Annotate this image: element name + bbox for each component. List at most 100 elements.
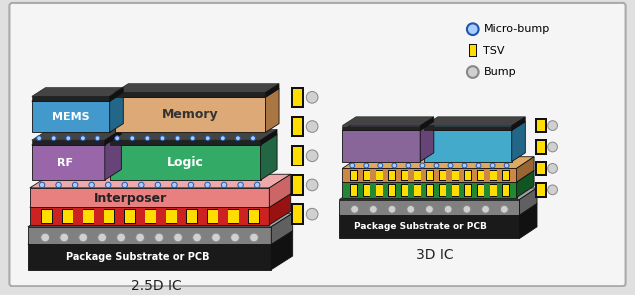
Bar	[363, 184, 370, 197]
Circle shape	[255, 182, 260, 188]
Polygon shape	[342, 168, 516, 182]
Polygon shape	[342, 182, 516, 198]
Polygon shape	[32, 101, 110, 132]
Bar	[377, 171, 383, 180]
Bar	[502, 170, 510, 181]
Bar	[389, 171, 395, 180]
Polygon shape	[342, 122, 434, 130]
Circle shape	[98, 233, 107, 242]
Polygon shape	[28, 231, 293, 244]
Text: 3D IC: 3D IC	[416, 248, 453, 262]
Circle shape	[306, 208, 318, 220]
Bar	[376, 184, 383, 197]
Circle shape	[370, 205, 377, 213]
Text: Memory: Memory	[162, 108, 218, 121]
Bar	[42, 210, 52, 223]
Circle shape	[444, 205, 452, 213]
Bar	[248, 209, 260, 224]
Circle shape	[364, 163, 369, 168]
Polygon shape	[30, 188, 269, 207]
Bar	[465, 185, 471, 196]
Text: Package Substrate or PCB: Package Substrate or PCB	[354, 222, 487, 231]
Bar	[452, 171, 458, 180]
Polygon shape	[114, 97, 265, 132]
Bar	[293, 147, 302, 165]
Bar	[351, 171, 358, 180]
Polygon shape	[32, 145, 105, 180]
Circle shape	[188, 182, 194, 188]
Bar	[166, 210, 177, 223]
Bar	[104, 209, 115, 224]
Bar	[389, 185, 395, 196]
Bar	[351, 185, 358, 196]
Bar	[145, 210, 156, 223]
Bar	[414, 170, 421, 181]
Polygon shape	[32, 130, 121, 140]
Bar	[377, 185, 383, 196]
Circle shape	[407, 205, 415, 213]
Circle shape	[306, 121, 318, 132]
Polygon shape	[342, 126, 420, 130]
Text: TSV: TSV	[483, 46, 505, 56]
Bar	[414, 184, 421, 197]
Circle shape	[548, 142, 558, 152]
Polygon shape	[30, 174, 291, 188]
Polygon shape	[342, 157, 534, 168]
Polygon shape	[110, 88, 123, 101]
Bar	[389, 184, 396, 197]
Circle shape	[72, 182, 78, 188]
Polygon shape	[424, 122, 525, 130]
Bar	[477, 170, 485, 181]
Bar	[291, 174, 304, 196]
Polygon shape	[339, 215, 519, 238]
Bar	[293, 205, 302, 223]
Bar	[439, 184, 446, 197]
Circle shape	[490, 163, 495, 168]
Polygon shape	[32, 88, 123, 96]
Bar	[439, 171, 446, 180]
Bar	[187, 210, 197, 223]
Circle shape	[482, 205, 490, 213]
Bar	[364, 171, 370, 180]
Circle shape	[190, 136, 195, 141]
Polygon shape	[269, 174, 291, 207]
Polygon shape	[420, 122, 434, 162]
Polygon shape	[519, 204, 537, 238]
Bar	[124, 209, 136, 224]
Polygon shape	[424, 126, 512, 130]
Polygon shape	[339, 204, 537, 215]
Bar	[351, 170, 358, 181]
Bar	[351, 184, 358, 197]
Circle shape	[138, 182, 144, 188]
Polygon shape	[110, 140, 260, 145]
Bar	[208, 210, 218, 223]
Polygon shape	[114, 88, 279, 97]
Bar	[439, 170, 446, 181]
Circle shape	[251, 136, 255, 141]
Circle shape	[231, 233, 239, 242]
Circle shape	[205, 136, 210, 141]
Circle shape	[95, 136, 100, 141]
Circle shape	[39, 182, 44, 188]
Circle shape	[66, 136, 70, 141]
Polygon shape	[260, 130, 277, 145]
Polygon shape	[339, 188, 537, 199]
Polygon shape	[260, 134, 277, 180]
Bar	[104, 210, 114, 223]
Circle shape	[160, 136, 165, 141]
Bar	[427, 170, 434, 181]
Bar	[535, 118, 547, 133]
Text: Logic: Logic	[166, 156, 204, 169]
Circle shape	[56, 182, 62, 188]
Bar	[537, 184, 545, 196]
Polygon shape	[420, 117, 434, 130]
Bar	[477, 184, 485, 197]
Circle shape	[548, 163, 558, 173]
Circle shape	[175, 136, 180, 141]
Circle shape	[420, 163, 425, 168]
Bar	[291, 116, 304, 137]
Text: Micro-bump: Micro-bump	[483, 24, 550, 34]
Bar	[63, 210, 73, 223]
Bar	[478, 185, 484, 196]
Circle shape	[204, 182, 210, 188]
